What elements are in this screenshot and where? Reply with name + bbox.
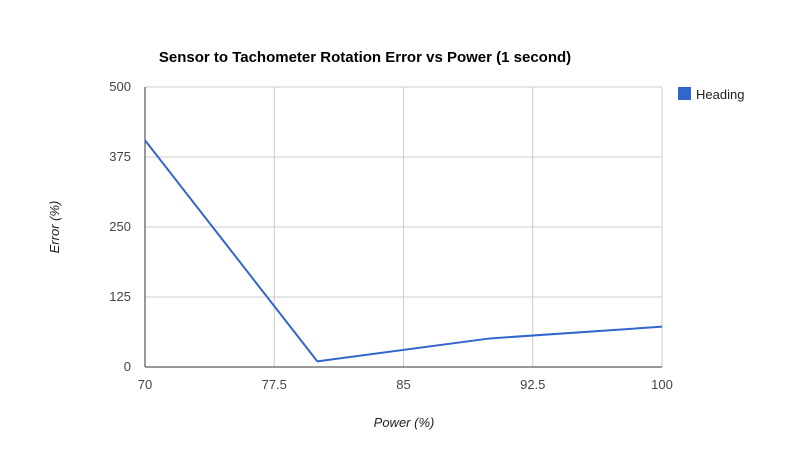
legend-label-heading: Heading: [696, 87, 744, 102]
x-tick-label: 85: [396, 377, 410, 392]
axes: [144, 87, 662, 368]
y-tick-label: 375: [109, 149, 131, 164]
x-axis-title: Power (%): [374, 415, 435, 430]
chart-title: Sensor to Tachometer Rotation Error vs P…: [159, 49, 571, 66]
tick-labels: 0 125 250 375 500 70 77.5 85 92.5 100: [109, 79, 673, 392]
legend-swatch-heading: [678, 87, 691, 100]
y-tick-label: 500: [109, 79, 131, 94]
series-line-0: [144, 139, 663, 363]
x-tick-label: 100: [651, 377, 673, 392]
legend: Heading: [678, 87, 744, 102]
y-tick-label: 0: [124, 359, 131, 374]
y-tick-label: 250: [109, 219, 131, 234]
x-tick-label: 92.5: [520, 377, 545, 392]
y-tick-label: 125: [109, 289, 131, 304]
x-tick-label: 77.5: [262, 377, 287, 392]
series: [144, 139, 663, 363]
y-axis-title: Error (%): [47, 201, 62, 254]
x-tick-label: 70: [138, 377, 152, 392]
grid: [145, 86, 663, 367]
